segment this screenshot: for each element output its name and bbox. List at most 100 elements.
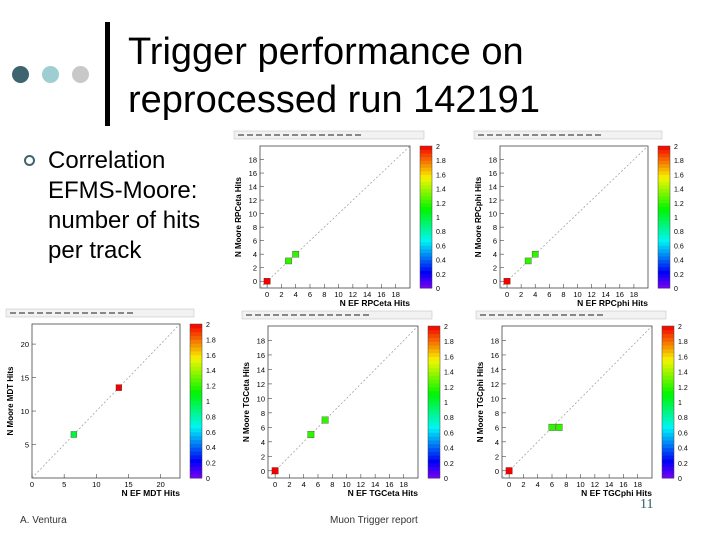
header-text-glyph [480,314,486,316]
heatmap-cell [531,250,539,258]
x-tick-label: 12 [587,290,595,299]
header-text-glyph [561,314,567,316]
y-tick-label: 2 [493,264,497,273]
colorbar-segment [658,206,670,211]
header-text-glyph [118,312,124,314]
y-tick-label: 20 [21,340,29,349]
y-tick-label: 2 [261,452,265,461]
header-text-glyph [595,134,601,136]
colorbar-segment [420,199,432,204]
header-text-glyph [127,312,133,314]
x-tick-label: 10 [334,290,342,299]
y-tick-label: 6 [253,237,257,246]
colorbar-tick-label: 1.4 [444,370,454,377]
colorbar-segment [190,339,202,344]
colorbar-segment [662,459,674,464]
colorbar-segment [662,375,674,380]
colorbar-tick-label: 2 [674,144,678,151]
x-axis-label: N EF RPCphi Hits [577,298,648,308]
colorbar-segment [190,462,202,467]
y-tick-label: 0 [495,467,499,476]
colorbar-segment [428,383,440,388]
colorbar-segment [190,454,202,460]
colorbar-segment [662,402,674,407]
header-text-glyph [570,314,576,316]
header-text-glyph [363,314,369,316]
colorbar-segment [190,412,202,417]
y-tick-label: 6 [261,423,265,432]
x-tick-label: 10 [342,480,350,489]
heatmap-cell [271,467,279,475]
colorbar-tick-label: 0 [444,476,448,483]
x-tick-label: 16 [616,290,624,299]
colorbar-segment [428,364,440,369]
y-tick-label: 14 [257,365,265,374]
x-tick-label: 12 [591,480,599,489]
x-tick-label: 8 [322,290,326,299]
colorbar-segment [420,146,432,151]
colorbar-segment [662,398,674,403]
colorbar-tick-label: 1 [678,400,682,407]
y-tick-label: 16 [489,169,497,178]
bullet-text: Correlation EFMS-Moore: number of hits p… [48,147,201,264]
colorbar-segment [658,202,670,207]
heatmap-cell [505,467,513,475]
colorbar-segment [428,413,440,418]
header-text-glyph [328,134,334,136]
y-tick-label: 2 [253,264,257,273]
colorbar-segment [190,350,202,356]
colorbar-segment [428,341,440,346]
header-text-glyph [597,314,603,316]
colorbar-segment [428,390,440,395]
colorbar-segment [428,424,440,430]
chart-rpceta: 0 2 4 6 8 10 12 14 16 18 0 2 4 6 8 10 12 14 16 18 N EF RPCet… [232,130,472,310]
colorbar-tick-label: 0.8 [674,229,684,236]
colorbar-segment [190,385,202,390]
slide-number: 11 [640,497,654,512]
colorbar-segment [420,227,432,232]
colorbar-tick-label: 0.2 [206,461,216,468]
diagonal-line [259,145,411,289]
colorbar-segment [428,459,440,464]
colorbar-segment [190,362,202,367]
y-tick-label: 4 [493,250,497,259]
header-text-glyph [552,314,558,316]
colorbar-segment [662,356,674,361]
colorbar-segment [428,462,440,468]
colorbar-segment [658,146,670,151]
colorbar-segment [662,367,674,373]
colorbar-segment [190,420,202,425]
header-text-glyph [543,314,549,316]
colorbar-segment [190,451,202,456]
colorbar-tick-label: 0.2 [678,461,688,468]
colorbar-segment [658,153,670,158]
colorbar-tick-label: 2 [206,322,210,329]
colorbar-segment [662,470,674,475]
colorbar-tick-label: 1.2 [436,201,446,208]
colorbar-segment [420,270,432,275]
header-text-glyph [73,312,79,314]
header-text-glyph [514,134,520,136]
header-text-glyph [265,134,271,136]
x-tick-label: 2 [521,480,525,489]
header-text-glyph [91,312,97,314]
y-tick-label: 0 [261,467,265,476]
colorbar-segment [420,241,432,246]
header-text-glyph [255,314,261,316]
colorbar-segment [420,149,432,154]
y-tick-label: 12 [249,196,257,205]
colorbar-segment [662,379,674,384]
colorbar-tick-label: 1.8 [444,339,454,346]
colorbar-segment [662,413,674,418]
colorbar-segment [420,170,432,175]
heatmap-cell [321,416,329,424]
colorbar-segment [420,185,432,190]
decor-dot-gray [72,66,89,83]
colorbar-segment [662,394,674,399]
colorbar-segment [662,386,674,392]
colorbar-segment [190,377,202,383]
colorbar-segment [662,432,674,437]
colorbar-segment [420,206,432,211]
colorbar-tick-label: 1.4 [436,187,446,194]
y-tick-label: 10 [489,210,497,219]
